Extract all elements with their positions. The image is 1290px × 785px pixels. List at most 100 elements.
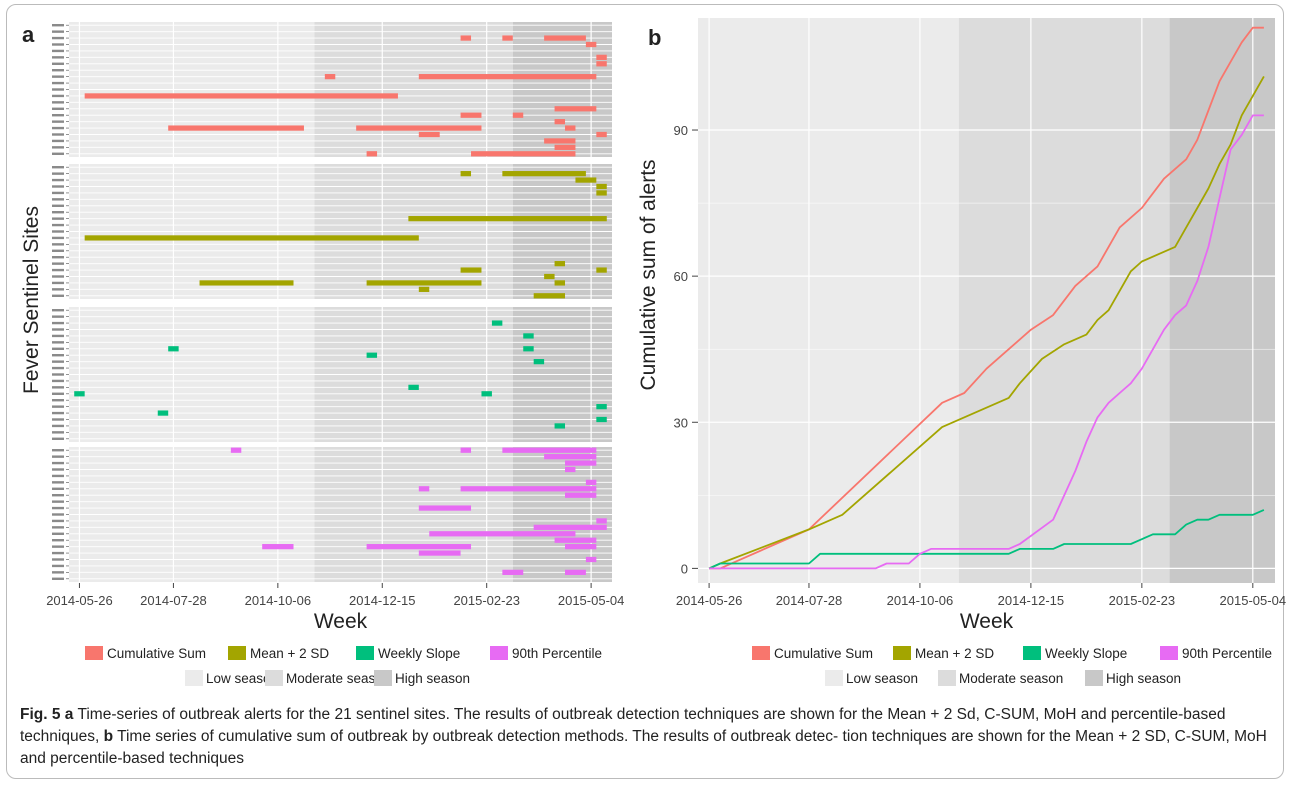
- site-tick-label: [52, 474, 64, 478]
- site-tick-label: [52, 519, 64, 523]
- alert-tile-cumulative-sum: [596, 131, 607, 138]
- alert-tile-90th-percentile: [585, 556, 597, 563]
- site-tick-label: [52, 107, 64, 110]
- site-tick-label: [52, 75, 64, 78]
- site-tick-label: [52, 198, 64, 201]
- site-tick-label: [52, 191, 64, 195]
- season-swatch-b-low-season: [825, 670, 843, 686]
- site-tick-label: [52, 139, 64, 143]
- site-tick-label: [52, 211, 64, 214]
- legend-swatch-b-weekly-slope: [1023, 646, 1041, 660]
- site-tick-label: [52, 558, 64, 561]
- facet-weekly-slope: [52, 307, 612, 442]
- alert-tile-cumulative-sum: [84, 93, 398, 99]
- site-tick-label: [52, 545, 64, 548]
- site-tick-label: [52, 36, 64, 40]
- site-tick-label: [52, 539, 64, 542]
- alert-tile-cumulative-sum: [554, 106, 597, 112]
- site-tick-label: [52, 328, 64, 331]
- legend-label-a-cumulative-sum: Cumulative Sum: [107, 646, 206, 661]
- site-tick-label: [52, 275, 64, 278]
- alert-tile-90th-percentile: [418, 486, 430, 492]
- alert-tile-90th-percentile: [585, 479, 597, 485]
- site-tick-label: [52, 366, 64, 370]
- alert-tile-cumulative-sum: [512, 112, 524, 118]
- season-swatch-a-low-season: [185, 670, 203, 686]
- site-tick-label: [52, 43, 64, 46]
- alert-tile-weekly-slope: [491, 320, 503, 326]
- alert-tile-90th-percentile: [565, 492, 597, 498]
- y-tick-label-b: 60: [674, 269, 688, 284]
- site-tick-label: [52, 288, 64, 291]
- alert-tile-mean-2-sd: [533, 293, 566, 299]
- legend-label-b-mean-2-sd: Mean + 2 SD: [915, 646, 994, 661]
- alert-tile-cumulative-sum: [596, 61, 607, 67]
- alert-tile-mean-2-sd: [554, 261, 566, 267]
- site-tick-label: [52, 449, 64, 452]
- site-tick-label: [52, 379, 64, 383]
- site-tick-label: [52, 126, 64, 130]
- alert-tile-weekly-slope: [366, 352, 378, 358]
- season-label-a-low-season: Low season: [206, 671, 278, 686]
- legend-swatch-a-weekly-slope: [356, 646, 374, 660]
- site-tick-label: [52, 185, 64, 188]
- panel-b: b 0 30 60 90 2014-05-26 2014-07-28 2014-10-06 20…: [637, 18, 1286, 686]
- legend-swatch-b-90th-percentile: [1160, 646, 1178, 660]
- alert-tile-weekly-slope: [408, 384, 419, 390]
- site-tick-label: [52, 56, 64, 59]
- caption-fig-label: Fig. 5: [20, 706, 61, 723]
- site-tick-label: [52, 268, 64, 272]
- y-tick-label-b: 30: [674, 415, 688, 430]
- alert-tile-cumulative-sum: [502, 35, 513, 41]
- site-tick-label: [52, 94, 64, 98]
- site-tick-label: [52, 418, 64, 421]
- facet-cumulative-sum: [52, 22, 612, 157]
- series-line-cumulative-sum: [709, 26, 1264, 570]
- legend-swatch-b-mean-2-sd: [893, 646, 911, 660]
- x-axis-title-a: Week: [314, 610, 368, 633]
- alert-tile-mean-2-sd: [199, 280, 294, 286]
- series-line-mean-2-sd: [708, 75, 1265, 570]
- alert-tile-cumulative-sum: [471, 151, 576, 157]
- x-tick-label-a: 2014-12-15: [349, 593, 416, 608]
- season-label-b-high-season: High season: [1106, 671, 1181, 686]
- site-tick-label: [52, 24, 64, 27]
- alert-tile-cumulative-sum: [366, 151, 378, 157]
- alert-tile-weekly-slope: [481, 391, 492, 397]
- legend-label-a-mean-2-sd: Mean + 2 SD: [250, 646, 329, 661]
- alert-tile-cumulative-sum: [596, 54, 607, 60]
- alert-tile-90th-percentile: [460, 486, 597, 492]
- alert-tile-90th-percentile: [230, 447, 242, 453]
- season-swatch-a-moderate-season: [265, 670, 283, 686]
- alert-tile-mean-2-sd: [408, 216, 607, 222]
- site-tick-label: [52, 262, 64, 265]
- legend-label-b-cumulative-sum: Cumulative Sum: [774, 646, 873, 661]
- site-tick-label: [52, 146, 64, 149]
- alert-tile-mean-2-sd: [84, 235, 419, 241]
- site-tick-label: [52, 81, 64, 85]
- site-tick-label: [52, 392, 64, 395]
- legend-label-a-90th-percentile: 90th Percentile: [512, 646, 602, 661]
- alert-tile-weekly-slope: [596, 416, 607, 423]
- site-tick-label: [52, 487, 64, 490]
- site-tick-label: [52, 481, 64, 484]
- site-tick-label: [52, 431, 64, 434]
- alert-tile-cumulative-sum: [565, 125, 576, 131]
- site-tick-label: [52, 347, 64, 350]
- alert-tile-cumulative-sum: [585, 41, 597, 48]
- x-tick-label-a: 2014-05-26: [46, 593, 113, 608]
- series-line-90th-percentile: [709, 114, 1264, 570]
- facet-90th-percentile: [52, 447, 612, 582]
- season-label-b-low-season: Low season: [846, 671, 918, 686]
- legend-swatch-b-cumulative-sum: [752, 646, 770, 660]
- season-label-b-moderate-season: Moderate season: [959, 671, 1063, 686]
- site-tick-label: [52, 309, 64, 312]
- panel-a-label: a: [22, 22, 35, 47]
- alert-tile-weekly-slope: [596, 404, 607, 410]
- season-swatch-b-high-season: [1085, 670, 1103, 686]
- alert-tile-weekly-slope: [74, 391, 85, 397]
- alert-tile-mean-2-sd: [460, 171, 472, 177]
- alert-tile-cumulative-sum: [168, 125, 304, 131]
- site-tick-label: [52, 101, 64, 104]
- x-axis-title-b: Week: [960, 610, 1014, 633]
